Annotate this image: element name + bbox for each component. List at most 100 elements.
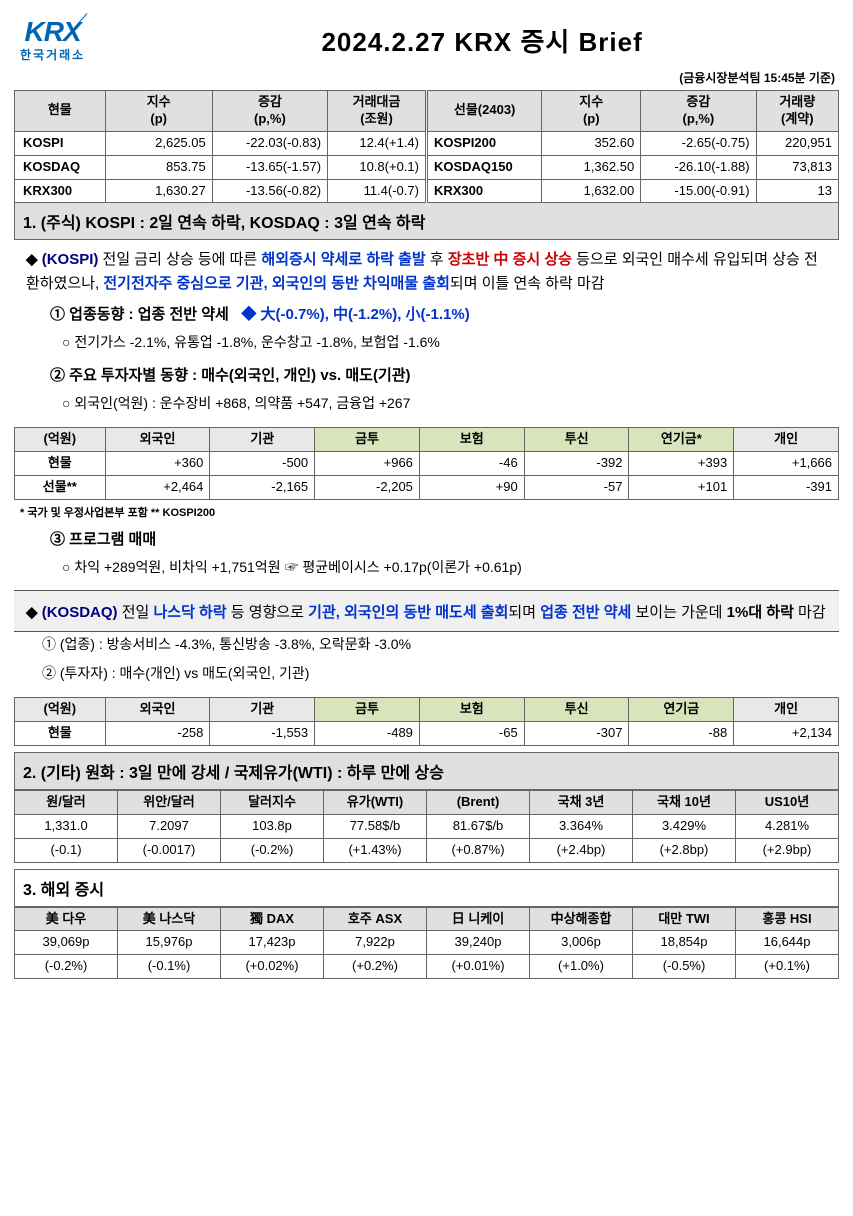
col-header: 선물(2403) — [426, 91, 541, 132]
item-2-bullet: ○ 외국인(억원) : 운수장비 +868, 의약품 +547, 금융업 +26… — [14, 391, 839, 421]
table-row: 선물** +2,464 -2,165 -2,205 +90 -57 +101 -… — [15, 475, 839, 499]
col-header: 中상해종합 — [530, 907, 633, 931]
cell: 12.4(+1.4) — [328, 131, 427, 155]
col-header: 유가(WTI) — [324, 790, 427, 814]
cell: +1,666 — [734, 451, 839, 475]
col-header: 지수 (p) — [542, 91, 641, 132]
table-row: KOSPI 2,625.05 -22.03(-0.83) 12.4(+1.4) … — [15, 131, 839, 155]
table-header-row: (억원) 외국인 기관 금투 보험 투신 연기금 개인 — [15, 698, 839, 722]
row-label: 현물 — [15, 451, 106, 475]
table-row: 현물 -258 -1,553 -489 -65 -307 -88 +2,134 — [15, 721, 839, 745]
cell: 13 — [756, 179, 838, 203]
col-header: 기관 — [210, 698, 315, 722]
table-row: 현물 +360 -500 +966 -46 -392 +393 +1,666 — [15, 451, 839, 475]
table-row: (-0.2%) (-0.1%) (+0.02%) (+0.2%) (+0.01%… — [15, 955, 839, 979]
col-header: 금투 — [315, 698, 420, 722]
row-label: KOSPI — [15, 131, 106, 155]
col-header: (Brent) — [427, 790, 530, 814]
col-header: 국채 10년 — [633, 790, 736, 814]
cell: -391 — [734, 475, 839, 499]
table-header-row: (억원) 외국인 기관 금투 보험 투신 연기금* 개인 — [15, 427, 839, 451]
col-header: 거래량 (계약) — [756, 91, 838, 132]
cell: (-0.0017) — [118, 838, 221, 862]
col-header: 홍콩 HSI — [736, 907, 839, 931]
col-header: 개인 — [734, 427, 839, 451]
logo-text: KRX⟋ — [25, 18, 81, 46]
col-header: 금투 — [315, 427, 420, 451]
cell: -392 — [524, 451, 629, 475]
cell: (+1.0%) — [530, 955, 633, 979]
cell: (-0.1) — [15, 838, 118, 862]
col-header: 호주 ASX — [324, 907, 427, 931]
market-summary-table: 현물 지수 (p) 증감 (p,%) 거래대금 (조원) 선물(2403) 지수… — [14, 90, 839, 203]
cell: 77.58$/b — [324, 814, 427, 838]
cell: +2,134 — [734, 721, 839, 745]
cell: -65 — [419, 721, 524, 745]
col-header: 현물 — [15, 91, 106, 132]
col-header: 외국인 — [105, 427, 210, 451]
kosdaq-summary-para: (KOSDAQ) 전일 나스닥 하락 등 영향으로 기관, 외국인의 동반 매도… — [14, 593, 839, 628]
table-row: KRX300 1,630.27 -13.56(-0.82) 11.4(-0.7)… — [15, 179, 839, 203]
section-2-title: 2. (기타) 원화 : 3일 만에 강세 / 국제유가(WTI) : 하루 만… — [14, 752, 839, 790]
cell: (+0.2%) — [324, 955, 427, 979]
cell: -57 — [524, 475, 629, 499]
cell: -1,553 — [210, 721, 315, 745]
table-row: 39,069p 15,976p 17,423p 7,922p 39,240p 3… — [15, 931, 839, 955]
cell: 15,976p — [118, 931, 221, 955]
cell: +966 — [315, 451, 420, 475]
col-header: 기관 — [210, 427, 315, 451]
row-label: KRX300 — [426, 179, 541, 203]
cell: 73,813 — [756, 155, 838, 179]
cell: 39,240p — [427, 931, 530, 955]
col-header: 투신 — [524, 698, 629, 722]
row-label: KRX300 — [15, 179, 106, 203]
cell: 7,922p — [324, 931, 427, 955]
cell: -13.56(-0.82) — [212, 179, 327, 203]
cell: -500 — [210, 451, 315, 475]
section-1-title: 1. (주식) KOSPI : 2일 연속 하락, KOSDAQ : 3일 연속… — [14, 203, 839, 240]
cell: (+2.4bp) — [530, 838, 633, 862]
row-label: KOSDAQ150 — [426, 155, 541, 179]
cell: (-0.1%) — [118, 955, 221, 979]
kospi-tag: (KOSPI) — [42, 251, 99, 268]
cell: (+0.87%) — [427, 838, 530, 862]
cell: (+2.9bp) — [736, 838, 839, 862]
cell: 10.8(+0.1) — [328, 155, 427, 179]
cell: (+2.8bp) — [633, 838, 736, 862]
col-header: 日 니케이 — [427, 907, 530, 931]
cell: 7.2097 — [118, 814, 221, 838]
col-header: 위안/달러 — [118, 790, 221, 814]
cell: (+1.43%) — [324, 838, 427, 862]
col-header: 투신 — [524, 427, 629, 451]
cell: -26.10(-1.88) — [641, 155, 756, 179]
col-header: 개인 — [734, 698, 839, 722]
cell: +101 — [629, 475, 734, 499]
kosdaq-summary-box: (KOSDAQ) 전일 나스닥 하락 등 영향으로 기관, 외국인의 동반 매도… — [14, 590, 839, 631]
cell: -88 — [629, 721, 734, 745]
col-header: 獨 DAX — [221, 907, 324, 931]
col-header: 연기금 — [629, 698, 734, 722]
row-label: KOSDAQ — [15, 155, 106, 179]
kosdaq-bullet-2: ② (투자자) : 매수(개인) vs 매도(외국인, 기관) — [14, 661, 839, 691]
cell: 2,625.05 — [105, 131, 212, 155]
kosdaq-bullet-1: ① (업종) : 방송서비스 -4.3%, 통신방송 -3.8%, 오락문화 -… — [14, 632, 839, 662]
cell: 1,630.27 — [105, 179, 212, 203]
col-header: 美 다우 — [15, 907, 118, 931]
item-2-investor: ② 주요 투자자별 동향 : 매수(외국인, 개인) vs. 매도(기관) — [14, 360, 839, 391]
cell: +393 — [629, 451, 734, 475]
table-footnote: * 국가 및 우정사업본부 포함 ** KOSPI200 — [14, 500, 839, 524]
cell: 1,331.0 — [15, 814, 118, 838]
cell: -46 — [419, 451, 524, 475]
cell: 81.67$/b — [427, 814, 530, 838]
timestamp-note: (금융시장분석팀 15:45분 기준) — [14, 69, 835, 86]
cell: 1,362.50 — [542, 155, 641, 179]
cell: -258 — [105, 721, 210, 745]
investor-table-kospi: (억원) 외국인 기관 금투 보험 투신 연기금* 개인 현물 +360 -50… — [14, 427, 839, 500]
cell: (-0.2%) — [221, 838, 324, 862]
col-header: US10년 — [736, 790, 839, 814]
col-header: 美 나스닥 — [118, 907, 221, 931]
row-label: KOSPI200 — [426, 131, 541, 155]
item-3-program: ③ 프로그램 매매 — [14, 524, 839, 555]
col-header: 달러지수 — [221, 790, 324, 814]
table-header-row: 원/달러 위안/달러 달러지수 유가(WTI) (Brent) 국채 3년 국채… — [15, 790, 839, 814]
